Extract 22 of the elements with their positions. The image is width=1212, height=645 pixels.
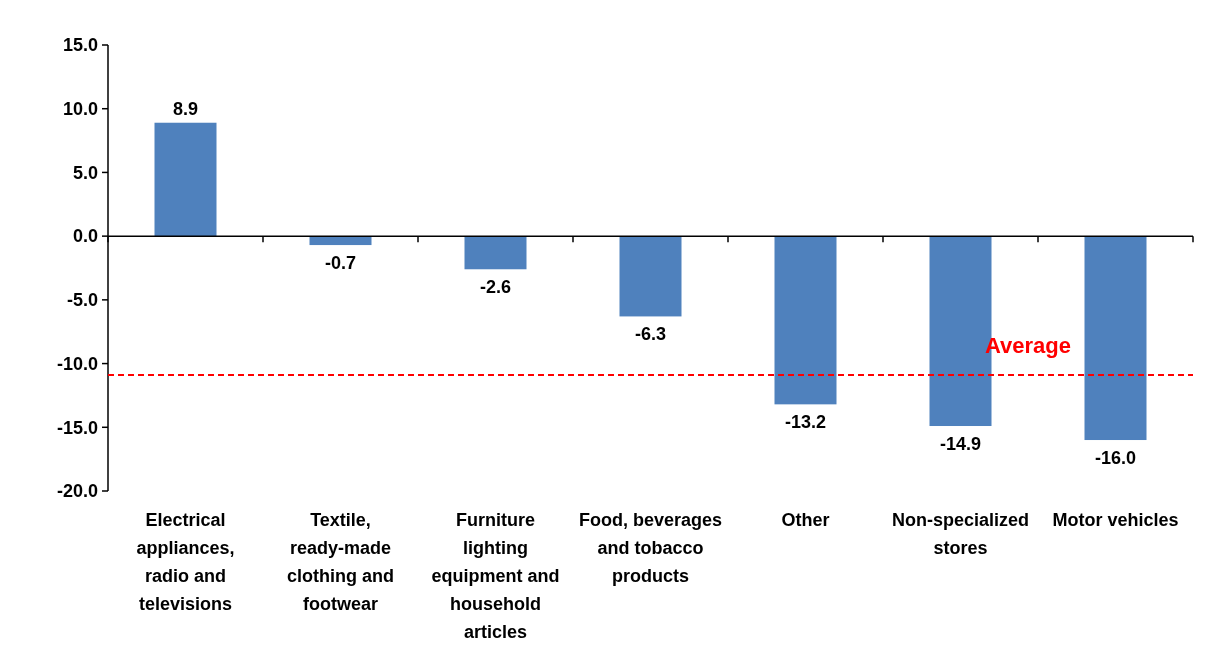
data-label: -16.0 xyxy=(1094,448,1137,469)
x-tick-label: Food, beverages and tobacco products xyxy=(578,510,723,586)
data-label: 8.9 xyxy=(172,98,199,119)
x-tick-label: Other xyxy=(781,510,830,530)
y-tick-label: 0.0 xyxy=(72,226,98,247)
y-tick-label: 15.0 xyxy=(62,35,98,56)
y-tick-label: -10.0 xyxy=(56,353,98,374)
x-tick-label: Non-specialized stores xyxy=(891,510,1030,558)
data-label: -6.3 xyxy=(634,324,667,345)
y-tick-label: -5.0 xyxy=(66,290,98,311)
x-tick-label: Furniture lighting equipment and household articles xyxy=(431,510,560,642)
y-tick-label: 10.0 xyxy=(62,99,98,120)
data-label: -2.6 xyxy=(479,277,512,298)
y-tick-label: -15.0 xyxy=(56,417,98,438)
data-label: -0.7 xyxy=(324,253,357,274)
data-label: -14.9 xyxy=(939,434,982,455)
x-tick-label: Textile, ready-made clothing and footwear xyxy=(287,510,394,614)
x-tick-label: Electrical appliances, radio and televisions xyxy=(136,510,235,614)
data-label: -13.2 xyxy=(784,412,827,433)
y-tick-label: 5.0 xyxy=(72,162,98,183)
y-tick-label: -20.0 xyxy=(56,481,98,502)
x-tick-label: Motor vehicles xyxy=(1052,510,1179,530)
